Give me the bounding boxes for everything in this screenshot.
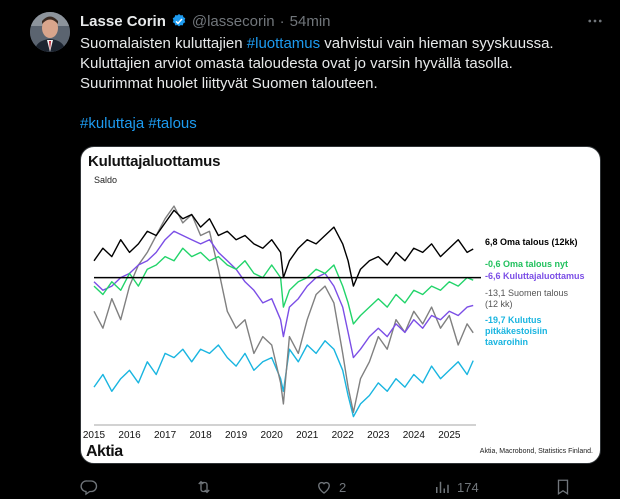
tweet-line-1: Suomalaisten kuluttajien #luottamus vahv…: [80, 34, 600, 54]
legend-item-3: -13,1 Suomen talous (12 kk): [485, 288, 568, 310]
like-count: 2: [339, 479, 347, 495]
series-line-0: [93, 209, 474, 287]
legend-line: -19,7 Kulutus: [485, 315, 542, 325]
x-tick-label: 2019: [225, 430, 248, 441]
avatar-image: [30, 12, 70, 52]
tweet-actions: 2 174: [80, 478, 600, 498]
chart-title: Kuluttajaluottamus: [88, 153, 221, 170]
retweet-button[interactable]: [195, 478, 213, 496]
series-line-4: [93, 340, 474, 418]
chart-y-label: Saldo: [94, 175, 118, 185]
legend-item-2: -6,6 Kuluttajaluottamus: [485, 271, 585, 282]
x-tick-label: 2025: [438, 430, 461, 441]
reply-button[interactable]: [80, 478, 98, 496]
x-tick-label: 2020: [260, 430, 283, 441]
views-icon: [436, 481, 449, 493]
hashtag-talous[interactable]: #talous: [148, 115, 197, 132]
timestamp[interactable]: 54min: [289, 12, 331, 30]
legend-item-4: -19,7 Kulutus pitkäkestoisiin tavaroihin: [485, 315, 548, 348]
legend-line: 6,8 Oma talous (12kk): [485, 237, 578, 247]
hashtag-kuluttaja[interactable]: #kuluttaja: [80, 115, 145, 132]
legend-line: -6,6 Kuluttajaluottamus: [485, 271, 585, 281]
views-button[interactable]: 174: [433, 478, 479, 496]
like-button[interactable]: 2: [315, 478, 346, 496]
legend-item-1: -0,6 Oma talous nyt: [485, 259, 568, 270]
chart-source: Aktia, Macrobond, Statistics Finland.: [479, 448, 593, 455]
tweet-text: Suomalaisten kuluttajien #luottamus vahv…: [80, 34, 600, 134]
avatar[interactable]: [30, 12, 70, 52]
legend-line: (12 kk): [485, 299, 513, 309]
verified-badge-icon: [172, 14, 186, 27]
legend-line: -13,1 Suomen talous: [485, 288, 569, 298]
legend-line: -0,6 Oma talous nyt: [485, 259, 569, 269]
tweet-line-2: Kuluttajien arviot omasta taloudesta ova…: [80, 55, 513, 72]
legend-line: tavaroihin: [485, 337, 529, 347]
x-tick-label: 2018: [189, 430, 212, 441]
more-button[interactable]: [584, 10, 606, 32]
x-tick-label: 2016: [118, 430, 141, 441]
more-icon: [588, 19, 602, 23]
tweet-header: Lasse Corin @lassecorin · 54min: [80, 11, 331, 31]
tweet-hashtags: #kuluttaja #talous: [80, 114, 600, 134]
x-tick-label: 2015: [82, 430, 106, 441]
series-line-3: [93, 205, 474, 414]
series-line-1: [93, 247, 474, 325]
tweet-text-segment: vahvistui vain hieman syyskuussa.: [320, 35, 554, 52]
brand-logo-text: Aktia: [86, 443, 123, 460]
x-tick-label: 2023: [367, 430, 390, 441]
legend-line: pitkäkestoisiin: [485, 326, 548, 336]
bookmark-icon: [557, 479, 569, 496]
retweet-icon: [198, 480, 210, 494]
chart-plot: [93, 205, 481, 426]
x-tick-label: 2022: [331, 430, 354, 441]
author-name[interactable]: Lasse Corin: [80, 12, 166, 30]
legend-item-0: 6,8 Oma talous (12kk): [485, 237, 578, 248]
separator-dot: ·: [279, 12, 285, 30]
author-handle[interactable]: @lassecorin: [191, 12, 275, 30]
tweet-line-3: Suurimmat huolet liittyvät Suomen talout…: [80, 75, 378, 92]
x-tick-label: 2017: [153, 430, 177, 441]
like-icon: [318, 481, 330, 494]
views-count: 174: [457, 479, 479, 495]
series-line-2: [93, 230, 474, 359]
bookmark-button[interactable]: [554, 478, 572, 496]
reply-icon: [80, 480, 98, 496]
hashtag-luottamus[interactable]: #luottamus: [246, 35, 321, 52]
tweet-text-segment: Suomalaisten kuluttajien: [80, 35, 247, 52]
tweet-media-chart[interactable]: Kuluttajaluottamus Saldo 6,8 Oma talous …: [80, 146, 601, 464]
x-tick-label: 2021: [296, 430, 319, 441]
x-tick-label: 2024: [402, 430, 425, 441]
